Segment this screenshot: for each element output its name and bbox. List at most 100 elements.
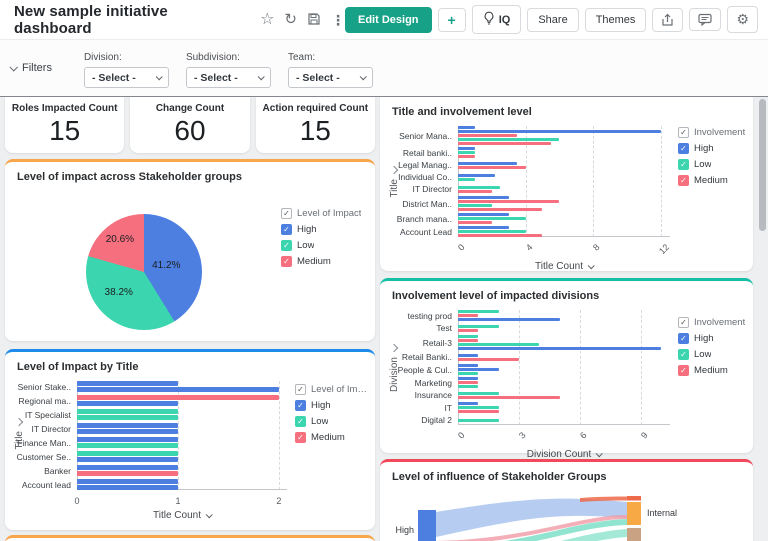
bar-low[interactable]	[77, 443, 178, 448]
legend-item-level-of-impact[interactable]: ✓ Level of Impact	[295, 384, 369, 395]
sankey-flow-teal-2[interactable]	[436, 529, 627, 541]
legend-item-low[interactable]: ✓ Low	[678, 159, 748, 170]
edit-design-button[interactable]: Edit Design	[345, 6, 432, 33]
legend-checkbox-icon[interactable]: ✓	[281, 256, 292, 267]
bar-medium[interactable]	[458, 234, 543, 237]
pie-chart[interactable]: 41.2% 38.2% 20.6%	[86, 214, 202, 330]
legend-checkbox-icon[interactable]: ✓	[295, 416, 306, 427]
bar-medium[interactable]	[458, 208, 543, 211]
legend-item-high[interactable]: ✓ High	[281, 224, 367, 235]
bar-medium[interactable]	[458, 200, 560, 203]
bar-high[interactable]	[77, 437, 178, 442]
themes-button[interactable]: Themes	[584, 7, 647, 32]
refresh-icon[interactable]: ↻	[284, 11, 297, 28]
bar-low[interactable]	[77, 415, 178, 420]
bar-high[interactable]	[458, 364, 479, 367]
bar-medium[interactable]	[77, 395, 279, 400]
share-button[interactable]: Share	[527, 7, 579, 32]
bar-medium[interactable]	[458, 357, 519, 361]
bar-high[interactable]	[458, 196, 509, 199]
sankey-diagram[interactable]: High Internal	[380, 485, 748, 541]
add-button[interactable]: +	[437, 7, 466, 32]
settings-button[interactable]: ⚙	[727, 6, 758, 33]
filters-toggle[interactable]: Filters	[9, 62, 52, 74]
legend-checkbox-icon[interactable]: ✓	[678, 143, 689, 154]
export-button[interactable]	[652, 7, 684, 32]
legend-checkbox-icon[interactable]: ✓	[678, 365, 689, 376]
kpi-card-change-count[interactable]: Change Count 60	[130, 97, 250, 153]
bar-high[interactable]	[458, 130, 661, 133]
bar-low[interactable]	[458, 138, 560, 141]
legend-checkbox-icon[interactable]: ✓	[281, 208, 292, 219]
bar-high[interactable]	[458, 368, 499, 371]
bar-high[interactable]	[458, 126, 475, 129]
bar-low[interactable]	[458, 343, 540, 346]
bar-high[interactable]	[77, 485, 178, 490]
ask-zia-iq-button[interactable]: IQ	[471, 5, 522, 34]
bar-medium[interactable]	[458, 155, 475, 158]
bar-high[interactable]	[77, 401, 178, 406]
sankey-flow-pink[interactable]	[436, 515, 627, 541]
bar-medium[interactable]	[458, 328, 479, 332]
bar-high[interactable]	[77, 465, 178, 470]
bar-high[interactable]	[458, 402, 479, 405]
save-icon[interactable]	[307, 12, 321, 28]
legend-checkbox-icon[interactable]: ✓	[678, 333, 689, 344]
bar-low[interactable]	[458, 230, 526, 233]
sankey-node-red[interactable]	[627, 496, 641, 501]
bar-low[interactable]	[458, 418, 499, 422]
bar-low[interactable]	[458, 151, 475, 154]
legend-item-high[interactable]: ✓ High	[678, 333, 748, 344]
bar-low[interactable]	[458, 372, 479, 375]
bar-medium[interactable]	[77, 471, 178, 476]
legend-checkbox-icon[interactable]: ✓	[678, 159, 689, 170]
bar-low[interactable]	[458, 406, 499, 409]
bar-high[interactable]	[77, 429, 178, 434]
comments-button[interactable]	[689, 8, 722, 31]
bar-medium[interactable]	[458, 165, 526, 169]
bar-high[interactable]	[458, 213, 509, 216]
bar-medium[interactable]	[458, 395, 560, 399]
scrollbar-thumb[interactable]	[759, 99, 766, 231]
bar-low[interactable]	[458, 335, 479, 338]
bar-low[interactable]	[458, 310, 499, 313]
legend-item-low[interactable]: ✓ Low	[678, 349, 748, 360]
x-axis-label[interactable]: Title Count	[380, 259, 670, 273]
subdivision-select[interactable]: - Select -	[185, 67, 271, 88]
bar-low[interactable]	[458, 385, 479, 388]
x-axis-label[interactable]: Division Count	[380, 447, 670, 461]
legend-item-medium[interactable]: ✓ Medium	[281, 256, 367, 267]
sankey-flow-red[interactable]	[580, 496, 627, 503]
bar-high[interactable]	[458, 161, 518, 165]
bar-high[interactable]	[458, 353, 479, 357]
legend-checkbox-icon[interactable]: ✓	[295, 432, 306, 443]
legend-item-high[interactable]: ✓ High	[678, 143, 748, 154]
legend-checkbox-icon[interactable]: ✓	[678, 317, 689, 328]
bar-low[interactable]	[458, 204, 492, 207]
bar-low[interactable]	[458, 177, 475, 181]
legend-item-high[interactable]: ✓ High	[295, 400, 369, 411]
bar-high[interactable]	[458, 226, 509, 229]
bar-medium[interactable]	[458, 314, 479, 317]
legend-checkbox-icon[interactable]: ✓	[678, 127, 689, 138]
legend-checkbox-icon[interactable]: ✓	[281, 240, 292, 251]
bar-high[interactable]	[458, 147, 475, 150]
sankey-node-internal[interactable]	[627, 502, 641, 525]
legend-item-medium[interactable]: ✓ Medium	[678, 365, 748, 376]
sankey-flow-blue[interactable]	[436, 498, 627, 537]
legend-item-level-of-impact[interactable]: ✓ Level of Impact	[281, 208, 367, 219]
bar-high[interactable]	[458, 347, 662, 350]
legend-item-medium[interactable]: ✓ Medium	[295, 432, 369, 443]
legend-checkbox-icon[interactable]: ✓	[295, 400, 306, 411]
x-axis-label[interactable]: Title Count	[5, 508, 287, 522]
favorite-star-icon[interactable]: ☆	[260, 10, 275, 28]
bar-high[interactable]	[77, 387, 279, 392]
kpi-card-roles-impacted[interactable]: Roles Impacted Count 15	[5, 97, 125, 153]
sankey-node-high[interactable]	[418, 510, 436, 541]
legend-item-medium[interactable]: ✓ Medium	[678, 175, 748, 186]
bar-low[interactable]	[77, 409, 178, 414]
bar-medium[interactable]	[458, 410, 499, 413]
bar-low[interactable]	[458, 324, 499, 328]
bar-high[interactable]	[77, 381, 178, 386]
bar-high[interactable]	[458, 318, 560, 321]
